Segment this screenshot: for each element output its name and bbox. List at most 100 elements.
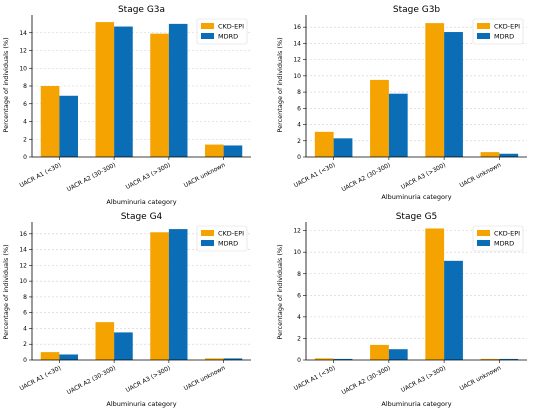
y-tick-label: 2 xyxy=(23,341,27,348)
bar-ckd-epi-3 xyxy=(480,358,500,360)
bar-mdrd-3 xyxy=(223,145,243,157)
legend-swatch xyxy=(201,240,214,246)
bars xyxy=(40,22,243,158)
y-tick-label: 12 xyxy=(293,57,301,64)
bar-mdrd-0 xyxy=(333,358,353,360)
y-tick-label: 14 xyxy=(19,247,27,254)
bar-mdrd-0 xyxy=(59,95,78,157)
y-tick-label: 0 xyxy=(23,357,27,364)
bars xyxy=(314,23,519,157)
x-tick-label: UACR A3 (>300) xyxy=(400,162,447,191)
panel-stage-g4: Stage G4 UACR A1 (<30) UACR A2 (30-300) UA… xyxy=(2,212,251,408)
y-tick-label: 16 xyxy=(293,24,301,31)
y-tick-label: 10 xyxy=(293,73,301,80)
panel-stage-g5: Stage G5 UACR A1 (<30) UACR A2 (30-300) UA… xyxy=(276,212,527,408)
y-tick-label: 8 xyxy=(23,294,27,301)
bar-mdrd-2 xyxy=(168,229,188,360)
bar-ckd-epi-0 xyxy=(314,358,334,360)
bar-ckd-epi-0 xyxy=(40,352,60,360)
y-tick-label: 8 xyxy=(297,89,301,96)
x-axis-label: Albuminuria category xyxy=(381,193,451,201)
bar-mdrd-1 xyxy=(388,93,408,157)
legend-label: CKD-EPI xyxy=(218,23,244,31)
y-tick-label: 12 xyxy=(19,262,27,269)
bar-ckd-epi-2 xyxy=(150,33,169,158)
y-tick-label: 4 xyxy=(23,325,27,332)
y-tick-label: 0 xyxy=(23,154,27,161)
x-tick-label: UACR unknown xyxy=(458,364,502,392)
x-axis-label: Albuminuria category xyxy=(106,198,176,206)
x-axis-label: Albuminuria category xyxy=(106,400,176,408)
x-tick-label: UACR A1 (<30) xyxy=(19,365,63,393)
y-tick-label: 10 xyxy=(19,278,27,285)
x-axis-label: Albuminuria category xyxy=(381,400,451,408)
legend: CKD-EPI MDRD xyxy=(472,225,524,252)
legend: CKD-EPI MDRD xyxy=(196,18,248,45)
bar-ckd-epi-3 xyxy=(480,152,500,157)
y-axis-label: Percentage of individuals (%) xyxy=(276,37,284,132)
y-tick-label: 12 xyxy=(19,48,27,55)
bar-ckd-epi-0 xyxy=(40,86,60,157)
bar-mdrd-3 xyxy=(223,358,243,360)
y-tick-label: 4 xyxy=(297,314,301,321)
y-tick-label: 4 xyxy=(297,122,301,129)
bar-ckd-epi-3 xyxy=(205,358,224,360)
y-tick-label: 14 xyxy=(293,40,301,47)
panel-stage-g3b: Stage G3b UACR A1 (<30) UACR A2 (30-300) U… xyxy=(276,5,527,201)
y-tick-label: 12 xyxy=(293,228,301,235)
y-tick-labels: 0 2 4 6 8 10 12 14 16 xyxy=(19,231,27,364)
legend-label: MDRD xyxy=(218,240,238,248)
bar-ckd-epi-1 xyxy=(370,344,389,360)
bar-ckd-epi-1 xyxy=(95,22,115,157)
x-tick-label: UACR A2 (30-300) xyxy=(340,365,391,397)
legend-swatch xyxy=(477,33,490,39)
axes xyxy=(303,222,527,363)
bar-mdrd-1 xyxy=(114,332,133,360)
x-tick-label: UACR A1 (<30) xyxy=(293,365,337,393)
x-tick-label: UACR A3 (>300) xyxy=(125,365,172,394)
bars xyxy=(314,228,519,360)
bar-ckd-epi-2 xyxy=(425,228,445,360)
legend-label: CKD-EPI xyxy=(494,230,520,238)
y-tick-label: 6 xyxy=(23,310,27,317)
gridlines xyxy=(32,233,251,345)
bar-mdrd-0 xyxy=(333,138,353,157)
bar-ckd-epi-1 xyxy=(370,79,389,157)
y-tick-label: 10 xyxy=(19,65,27,72)
bar-ckd-epi-1 xyxy=(95,322,115,360)
chart-title: Stage G3b xyxy=(393,5,441,15)
legend-label: MDRD xyxy=(218,33,238,41)
y-axis-label: Percentage of individuals (%) xyxy=(2,244,10,339)
bar-mdrd-1 xyxy=(388,349,408,360)
bar-mdrd-3 xyxy=(499,358,519,360)
legend-label: MDRD xyxy=(494,33,514,41)
legend-label: MDRD xyxy=(494,240,514,248)
y-tick-label: 10 xyxy=(293,249,301,256)
y-tick-labels: 0 2 4 6 8 10 12 14 xyxy=(19,30,27,161)
bar-ckd-epi-3 xyxy=(205,144,224,157)
legend: CKD-EPI MDRD xyxy=(472,18,524,45)
x-tick-label: UACR A3 (>300) xyxy=(125,162,172,191)
x-tick-label: UACR A1 (<30) xyxy=(293,162,337,190)
x-tick-labels: UACR A1 (<30) UACR A2 (30-300) UACR A3 (>3… xyxy=(293,364,503,396)
legend-swatch xyxy=(477,240,490,246)
y-tick-label: 2 xyxy=(23,136,27,143)
legend: CKD-EPI MDRD xyxy=(196,225,248,252)
y-tick-label: 4 xyxy=(23,119,27,126)
chart-title: Stage G5 xyxy=(396,212,438,222)
x-tick-label: UACR unknown xyxy=(183,161,227,189)
bar-ckd-epi-0 xyxy=(314,131,334,157)
y-tick-label: 2 xyxy=(297,138,301,145)
y-tick-label: 8 xyxy=(23,83,27,90)
x-tick-label: UACR A1 (<30) xyxy=(19,162,63,190)
y-tick-labels: 0 2 4 6 8 10 12 14 16 xyxy=(293,24,301,161)
bar-mdrd-1 xyxy=(114,26,133,157)
bar-ckd-epi-2 xyxy=(150,232,169,360)
x-tick-label: UACR A2 (30-300) xyxy=(66,162,117,194)
legend-swatch xyxy=(477,230,490,236)
axes xyxy=(29,15,251,160)
bar-ckd-epi-2 xyxy=(425,23,445,157)
y-tick-label: 0 xyxy=(297,154,301,161)
legend-label: CKD-EPI xyxy=(218,230,244,238)
